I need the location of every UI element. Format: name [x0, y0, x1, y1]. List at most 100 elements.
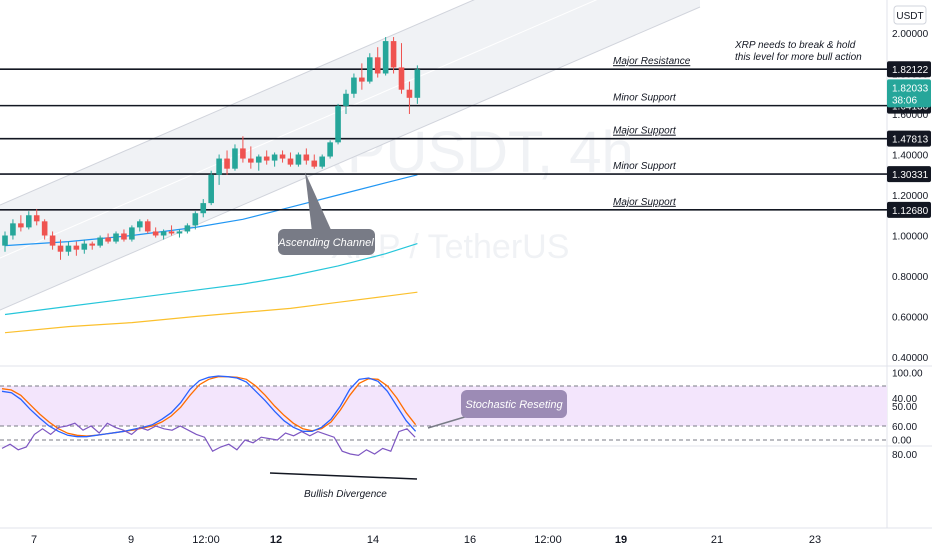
price-tick-label: 1.40000: [892, 151, 929, 162]
price-tick-label: 0.80000: [892, 272, 929, 283]
level-price-box: [887, 201, 931, 218]
candle-body: [287, 158, 294, 165]
channel-mid-line[interactable]: [0, 0, 700, 259]
candle-body: [327, 142, 333, 157]
candle-body: [18, 223, 24, 228]
candle-body: [359, 77, 365, 82]
level-name: Major Support: [613, 197, 677, 208]
channel-top-line[interactable]: [0, 0, 700, 206]
current-price-label: 1.82033: [892, 83, 929, 94]
time-tick-label: 23: [809, 534, 821, 546]
note-line-2: this level for more bull action: [735, 52, 862, 63]
note-line-1: XRP needs to break & hold: [734, 40, 856, 51]
candle-body: [374, 57, 381, 74]
time-tick-label: 12:00: [534, 534, 562, 546]
candle-body: [279, 154, 286, 159]
stochastic-band: [0, 386, 887, 426]
channel-bottom-line[interactable]: [0, 6, 701, 311]
moving-average-1: [4, 174, 418, 247]
time-axis: 7 9 12:00 12 14 16 12:00 19 21 23: [31, 534, 821, 546]
price-axis: 2.000001.800001.600001.400001.200001.000…: [887, 29, 931, 364]
time-tick-label: 14: [367, 534, 379, 546]
level-price-label: 1.12680: [892, 206, 929, 217]
candle-body: [248, 158, 254, 163]
level-name: Minor Support: [613, 93, 677, 104]
rsi-tick-label: 40.00: [892, 394, 917, 405]
stochastic-tick-label: 50.00: [892, 402, 917, 413]
candle-body: [89, 243, 96, 246]
price-tick-label: 0.60000: [892, 313, 929, 324]
rsi-pane: [0, 422, 887, 457]
candle-body: [2, 235, 8, 246]
time-tick-label: 12:00: [192, 534, 220, 546]
moving-average-3: [4, 291, 418, 334]
candle-body: [255, 156, 262, 163]
time-tick-label: 16: [464, 534, 476, 546]
level-name: Major Resistance: [613, 56, 691, 67]
candle-body: [240, 148, 246, 159]
time-tick-label: 19: [615, 534, 627, 546]
price-tick-label: 0.40000: [892, 353, 929, 364]
level-name: Major Support: [613, 126, 677, 137]
price-tick-label: 2.00000: [892, 29, 929, 40]
level-price-label: 1.47813: [892, 135, 929, 146]
candle-body: [232, 148, 238, 169]
candlestick-series: [2, 37, 421, 260]
stochastic-callout-box[interactable]: [461, 390, 567, 418]
stochastic-k-line: [1, 375, 417, 438]
candle-body: [152, 231, 159, 236]
candle-body: [398, 67, 405, 90]
time-tick-label: 9: [128, 534, 134, 546]
candle-body: [406, 89, 413, 98]
channel-callout-box[interactable]: [278, 229, 375, 255]
candle-body: [216, 158, 222, 175]
candle-body: [144, 221, 151, 232]
current-price-box: [887, 79, 931, 108]
ascending-channel-lower[interactable]: [0, 0, 700, 310]
candle-body: [295, 154, 302, 165]
candle-body: [137, 221, 143, 228]
candle-body: [160, 231, 167, 236]
level-price-label: 1.30331: [892, 170, 929, 181]
time-tick-label: 12: [270, 534, 282, 546]
stochastic-callout-pointer: [427, 415, 469, 429]
candle-body: [49, 235, 56, 246]
divergence-trendline[interactable]: [269, 472, 418, 480]
moving-averages: [4, 174, 418, 334]
countdown-label: 38:06: [892, 95, 917, 106]
candle-body: [319, 156, 325, 167]
candle-body: [192, 213, 199, 226]
time-tick-label: 21: [711, 534, 723, 546]
candle-body: [208, 174, 214, 204]
price-tick-label: 1.20000: [892, 191, 929, 202]
candle-body: [303, 154, 310, 161]
level-price-box: [887, 61, 931, 78]
candle-body: [73, 245, 80, 250]
currency-box[interactable]: [893, 5, 927, 25]
level-name: Minor Support: [613, 161, 677, 172]
level-price-box: [887, 166, 931, 183]
candle-body: [33, 215, 40, 222]
rsi-tick-label: 60.00: [892, 422, 917, 433]
candle-body: [57, 245, 64, 252]
candle-body: [81, 243, 88, 250]
currency-label: USDT: [896, 11, 923, 22]
candle-body: [41, 221, 48, 236]
candle-body: [224, 158, 230, 169]
candle-body: [200, 203, 207, 214]
stochastic-callout-text: Stochastic Reseting: [465, 399, 563, 411]
candle-body: [176, 231, 183, 234]
candle-body: [263, 156, 270, 161]
candle-body: [25, 215, 32, 228]
channel-callout-text: Ascending Channel: [277, 237, 374, 249]
candle-body: [335, 105, 341, 143]
candle-body: [184, 225, 191, 232]
candle-body: [366, 57, 373, 82]
stochastic-tick-label: 0.00: [892, 435, 912, 446]
candle-body: [311, 160, 318, 167]
divergence-label: Bullish Divergence: [304, 489, 387, 500]
candle-body: [10, 223, 16, 236]
price-tick-label: 1.60000: [892, 110, 929, 121]
stochastic-d-line: [1, 376, 417, 437]
